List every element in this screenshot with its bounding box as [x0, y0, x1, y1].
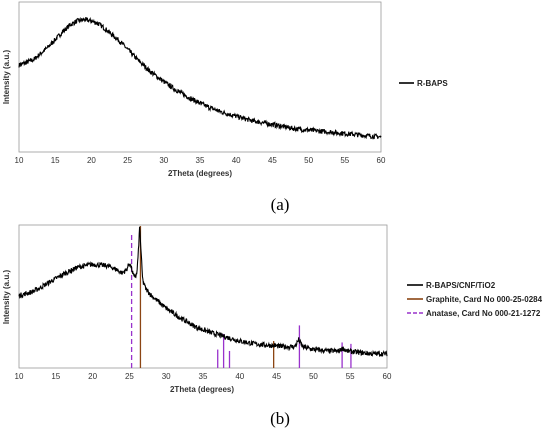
chart-panel-a: 10 15 20 25 30 35 40 45 50 55 60 2Theta (degrees) … [2, 1, 448, 214]
series-line-0 [18, 16, 382, 140]
x-tick-label-10: 10 [15, 156, 24, 165]
x-tick-label-35: 35 [196, 156, 205, 165]
x-axis-title-a: 2Theta (degrees) [168, 169, 232, 178]
legend-label-anatase: Anatase, Card No 000-21-1272 [426, 309, 541, 318]
plot-frame-a [18, 1, 382, 153]
y-axis-title-a: Intensity (a.u.) [2, 50, 11, 105]
x-tick-label-20: 20 [88, 372, 97, 381]
panel-label-b: (b) [270, 409, 290, 428]
x-tick-label-35: 35 [199, 372, 208, 381]
x-tick-label-40: 40 [235, 372, 244, 381]
legend-b: R-BAPS/CNF/TiO2 Graphite, Card No 000-25… [407, 281, 543, 318]
plot-frame-b [18, 224, 388, 369]
x-tick-label-25: 25 [125, 372, 134, 381]
series-group-b [18, 226, 388, 368]
x-tick-label-60: 60 [383, 372, 392, 381]
x-tick-label-15: 15 [51, 156, 60, 165]
panel-label-a: (a) [271, 195, 290, 214]
x-tick-label-50: 50 [309, 372, 318, 381]
chart-panel-b: 10 15 20 25 30 35 40 45 50 55 60 2Theta (degrees) … [2, 224, 543, 428]
x-tick-label-15: 15 [51, 372, 60, 381]
x-tick-label-50: 50 [304, 156, 313, 165]
y-axis-title-b: Intensity (a.u.) [2, 270, 11, 325]
series-line-1 [18, 226, 388, 357]
x-tick-labels-a: 10 15 20 25 30 35 40 45 50 55 60 [15, 156, 386, 165]
legend-label-composite: R-BAPS/CNF/TiO2 [426, 281, 496, 290]
x-tick-label-20: 20 [87, 156, 96, 165]
x-tick-label-55: 55 [340, 156, 349, 165]
x-tick-labels-b: 10 15 20 25 30 35 40 45 50 55 60 [15, 372, 392, 381]
x-tick-label-60: 60 [377, 156, 386, 165]
x-tick-label-30: 30 [162, 372, 171, 381]
legend-label-r-baps: R-BAPS [417, 79, 448, 88]
legend-a: R-BAPS [399, 79, 448, 88]
x-tick-label-10: 10 [15, 372, 24, 381]
x-tick-label-40: 40 [232, 156, 241, 165]
x-tick-label-45: 45 [272, 372, 281, 381]
x-tick-label-25: 25 [123, 156, 132, 165]
x-tick-label-30: 30 [159, 156, 168, 165]
x-tick-label-55: 55 [346, 372, 355, 381]
x-axis-title-b: 2Theta (degrees) [170, 385, 234, 394]
legend-label-graphite: Graphite, Card No 000-25-0284 [426, 295, 543, 304]
x-tick-label-45: 45 [268, 156, 277, 165]
series-group-a [18, 16, 382, 140]
